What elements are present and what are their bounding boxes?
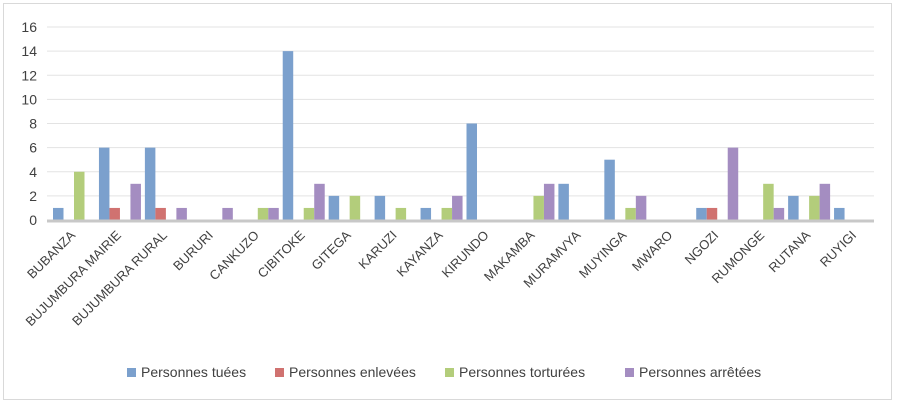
bar-karuzi-series-0 [374, 195, 386, 220]
x-tick-label: CANKUZO [206, 228, 262, 284]
bar-rutana-series-3 [819, 183, 831, 220]
y-tick-label: 0 [29, 212, 37, 228]
bar-bujumbura-mairie-series-3 [130, 183, 141, 220]
y-axis-tick-labels: 0 2 4 6 8 10 12 14 16 [21, 19, 37, 228]
bar-cibitoke-series-3 [314, 183, 325, 220]
legend-label: Personnes tuées [141, 364, 246, 380]
bar-rumonge-series-3 [773, 207, 785, 220]
bar-karuzi-series-2 [395, 207, 407, 220]
y-tick-label: 12 [21, 67, 37, 83]
bar-bubanza-series-0 [53, 207, 64, 220]
y-tick-label: 2 [29, 188, 37, 204]
bar-ngozi-series-1 [706, 207, 718, 220]
bar-bururi-series-3 [222, 207, 233, 220]
y-tick-label: 4 [29, 164, 37, 180]
bar-cankuzo-series-2 [257, 207, 269, 220]
gridlines [47, 26, 874, 197]
bar-bujumbura-mairie-series-1 [109, 207, 120, 220]
x-tick-label: MWARO [629, 228, 676, 275]
bar-bujumbura-mairie-series-0 [98, 147, 110, 220]
bar-kirundo-series-0 [466, 123, 477, 220]
legend-swatch [625, 368, 634, 377]
bar-rutana-series-0 [788, 195, 799, 220]
bar-muyinga-series-0 [604, 159, 615, 220]
bar-gitega-series-0 [328, 195, 340, 220]
bar-cankuzo-series-3 [268, 207, 279, 220]
bar-rutana-series-2 [809, 195, 820, 220]
bar-kayanza-series-0 [420, 207, 432, 220]
legend-label: Personnes arrêtées [639, 364, 761, 380]
x-tick-label: GITEGA [308, 227, 354, 273]
bar-cibitoke-series-0 [282, 51, 294, 220]
x-tick-label: CIBITOKE [254, 227, 308, 281]
legend-swatch [275, 368, 284, 377]
bar-ngozi-series-0 [696, 207, 707, 220]
x-tick-label: BURURI [170, 228, 216, 274]
bar-muyinga-series-3 [635, 195, 647, 220]
chart-frame: 0 2 4 6 8 10 12 14 16 BUBANZA BUJUMBURA MAIRIE BUJ… [3, 3, 892, 400]
bar-kayanza-series-2 [441, 207, 453, 220]
bars [53, 51, 845, 220]
bar-ngozi-series-3 [727, 147, 739, 220]
bar-muramvya-series-0 [558, 183, 569, 220]
bar-bujumbura-rural-series-1 [155, 207, 166, 220]
bar-makamba-series-3 [543, 183, 555, 220]
bar-rumonge-series-2 [763, 183, 774, 220]
bar-cibitoke-series-2 [303, 207, 315, 220]
legend-swatch [127, 368, 136, 377]
y-tick-label: 10 [21, 91, 37, 107]
x-tick-label: NGOZI [682, 228, 722, 268]
bar-makamba-series-2 [533, 195, 544, 220]
bar-kayanza-series-3 [452, 195, 463, 220]
legend: Personnes tuées Personnes enlevées Personn… [127, 364, 761, 380]
x-tick-label: RUYIGI [817, 228, 859, 270]
legend-swatch [445, 368, 454, 377]
bar-bujumbura-rural-series-3 [176, 207, 187, 220]
bar-bujumbura-rural-series-0 [144, 147, 156, 220]
legend-label: Personnes torturées [459, 364, 585, 380]
bar-muyinga-series-2 [625, 207, 636, 220]
bar-bubanza-series-2 [74, 171, 85, 220]
bar-gitega-series-2 [349, 195, 361, 220]
x-tick-label: MUYINGA [576, 227, 630, 281]
x-tick-label: KAYANZA [393, 227, 445, 279]
x-tick-label: KARUZI [355, 228, 399, 272]
y-tick-label: 16 [21, 19, 37, 35]
y-tick-label: 14 [21, 43, 37, 59]
bar-ruyigi-series-0 [834, 207, 845, 220]
y-tick-label: 8 [29, 116, 37, 132]
x-tick-label: RUTANA [765, 227, 813, 275]
legend-label: Personnes enlevées [289, 364, 416, 380]
y-tick-label: 6 [29, 140, 37, 156]
